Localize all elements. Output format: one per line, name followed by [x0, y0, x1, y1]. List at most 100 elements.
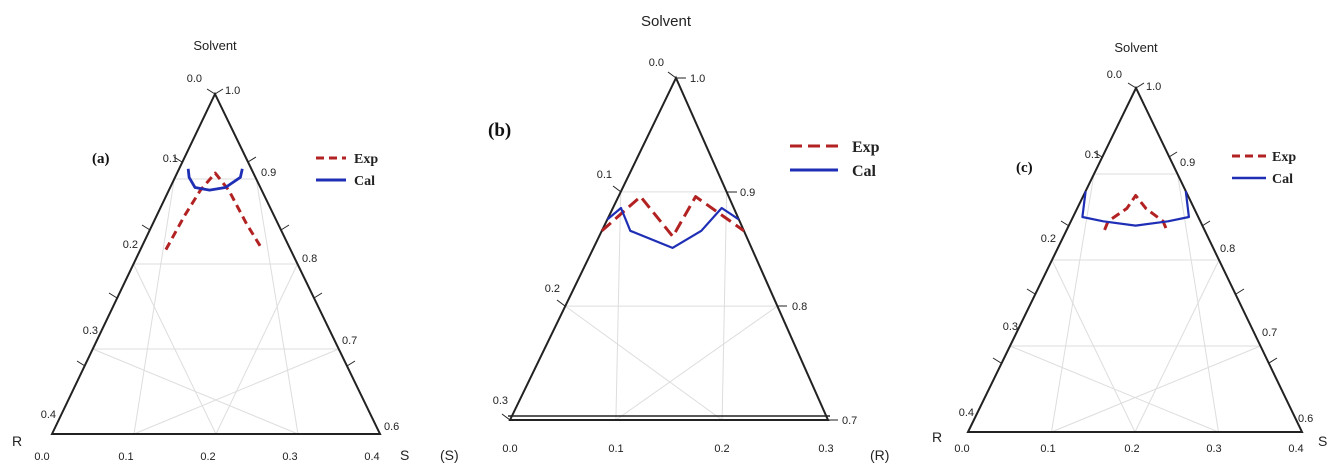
right-edge-tick — [214, 88, 224, 95]
left-label-b: (S) — [440, 447, 459, 463]
title-solvent-a: Solvent — [193, 38, 237, 53]
bottom-tick-label: 0.2 — [200, 451, 215, 463]
left-edge-tick-label: 0.2 — [1041, 233, 1056, 245]
left-edge-tick — [1060, 220, 1070, 227]
legend-label-cal: Cal — [354, 174, 375, 189]
right-edge-tick — [346, 360, 356, 367]
title-solvent-c: Solvent — [1114, 40, 1158, 55]
left-edge-tick — [612, 185, 622, 193]
triangle-frame-a — [50, 91, 382, 435]
series-cal-line — [1081, 191, 1191, 227]
left-edge-tick-label: 0.0 — [649, 57, 664, 69]
series-cal-line — [186, 168, 244, 192]
right-edge-tick-label: 0.7 — [842, 415, 857, 427]
left-edge-tick — [992, 357, 1002, 364]
panel-a: Solvent (a) R S 0.0 0.1 0.2 0.3 0.4 1.0 … — [12, 38, 409, 463]
grid-line — [92, 348, 299, 435]
left-edge-tick — [1127, 82, 1137, 89]
right-edge-tick — [247, 156, 257, 163]
left-edge-tick-label: 0.1 — [597, 169, 612, 181]
left-edge-tick-label: 0.4 — [41, 409, 56, 421]
left-edge-tick-label: 0.2 — [545, 283, 560, 295]
right-edge-tick-label: 0.6 — [384, 421, 399, 433]
bottom-tick-label: 0.1 — [118, 451, 133, 463]
bottom-tick-label: 0.0 — [954, 443, 969, 455]
left-edge-tick — [1093, 151, 1103, 158]
bottom-tick-label: 0.3 — [1206, 443, 1221, 455]
series-exp-line — [164, 171, 264, 251]
right-edge-tick-label: 1.0 — [225, 85, 240, 97]
triangle-frame-c — [966, 85, 1304, 433]
right-edge-tick-label: 0.9 — [1180, 157, 1195, 169]
title-solvent-b: Solvent — [641, 13, 692, 30]
left-label-a: R — [12, 433, 22, 449]
grid-line — [1009, 345, 1219, 433]
panel-b: Solvent (b) (S) (R) 0.0 0.1 0.2 0.3 1.0 … — [440, 13, 889, 463]
left-edge-tick-label: 0.3 — [493, 395, 508, 407]
right-edge-tick-label: 1.0 — [690, 73, 705, 85]
right-edge-tick — [1201, 220, 1211, 227]
left-edge-tick — [141, 224, 151, 231]
grid-line — [564, 305, 723, 421]
left-edge-tick — [501, 413, 511, 421]
left-edge-tick-label: 0.0 — [1107, 69, 1122, 81]
right-edge-tick-label: 1.0 — [1146, 81, 1161, 93]
bottom-ticks-b: 0.0 0.1 0.2 0.3 — [502, 443, 833, 455]
legend-label-exp: Exp — [852, 139, 880, 156]
right-edge-tick-label: 0.7 — [1262, 327, 1277, 339]
bottom-ticks-a: 0.0 0.1 0.2 0.3 0.4 — [34, 451, 379, 463]
legend-b: Exp Cal — [790, 139, 880, 180]
panel-label-c: (c) — [1016, 160, 1033, 176]
legend-label-exp: Exp — [1272, 150, 1296, 165]
left-edge-tick — [76, 360, 86, 367]
left-edge-ticks-a: 0.0 0.1 0.2 0.3 0.4 — [41, 73, 216, 421]
left-edge-tick-label: 0.0 — [187, 73, 202, 85]
right-label-b: (R) — [870, 447, 889, 463]
triangle-frame-b — [508, 75, 830, 421]
left-edge-tick — [1026, 288, 1036, 295]
panel-c: Solvent (c) R S 0.0 0.1 0.2 0.3 0.4 1.0 … — [932, 40, 1327, 455]
right-edge-tick-label: 0.8 — [302, 253, 317, 265]
right-edge-tick — [1268, 357, 1278, 364]
left-edge-ticks-c: 0.0 0.1 0.2 0.3 0.4 — [959, 69, 1137, 419]
series-cal-line — [606, 206, 740, 249]
panel-label-b: (b) — [488, 120, 511, 141]
grid-line — [133, 348, 339, 435]
right-edge-tick-label: 0.8 — [792, 301, 807, 313]
bottom-tick-label: 0.1 — [608, 443, 623, 455]
bottom-tick-label: 0.1 — [1040, 443, 1055, 455]
left-edge-tick — [556, 299, 566, 307]
bottom-tick-label: 0.4 — [1288, 443, 1303, 455]
right-edge-tick-label: 0.9 — [261, 167, 276, 179]
left-label-c: R — [932, 429, 942, 445]
left-edge-tick — [667, 71, 677, 79]
left-edge-tick-label: 0.3 — [83, 325, 98, 337]
bottom-tick-label: 0.2 — [714, 443, 729, 455]
left-edge-tick — [108, 292, 118, 299]
right-edge-tick — [280, 224, 290, 231]
bottom-tick-label: 0.2 — [1124, 443, 1139, 455]
bottom-tick-label: 0.0 — [502, 443, 517, 455]
left-edge-tick — [173, 156, 183, 163]
right-edge-tick — [1135, 82, 1145, 89]
bottom-tick-label: 0.4 — [364, 451, 379, 463]
right-edge-tick-label: 0.6 — [1298, 413, 1313, 425]
right-label-c: S — [1318, 433, 1327, 449]
right-edge-ticks-c: 1.0 0.9 0.8 0.7 0.6 — [1135, 81, 1313, 425]
legend-label-exp: Exp — [354, 152, 378, 167]
legend-a: Exp Cal — [316, 152, 378, 189]
right-edge-ticks-a: 1.0 0.9 0.8 0.7 0.6 — [214, 85, 399, 433]
legend-label-cal: Cal — [852, 163, 877, 180]
right-edge-tick-label: 0.7 — [342, 335, 357, 347]
left-edge-tick — [206, 88, 216, 95]
legend-label-cal: Cal — [1272, 172, 1293, 187]
bottom-tick-label: 0.3 — [818, 443, 833, 455]
series-exp-line — [600, 195, 745, 238]
right-label-a: S — [400, 447, 409, 463]
right-edge-tick-label: 0.9 — [740, 187, 755, 199]
legend-c: Exp Cal — [1232, 150, 1296, 187]
grid-line — [615, 305, 778, 421]
left-edge-tick-label: 0.2 — [123, 239, 138, 251]
left-edge-ticks-b: 0.0 0.1 0.2 0.3 — [493, 57, 677, 421]
